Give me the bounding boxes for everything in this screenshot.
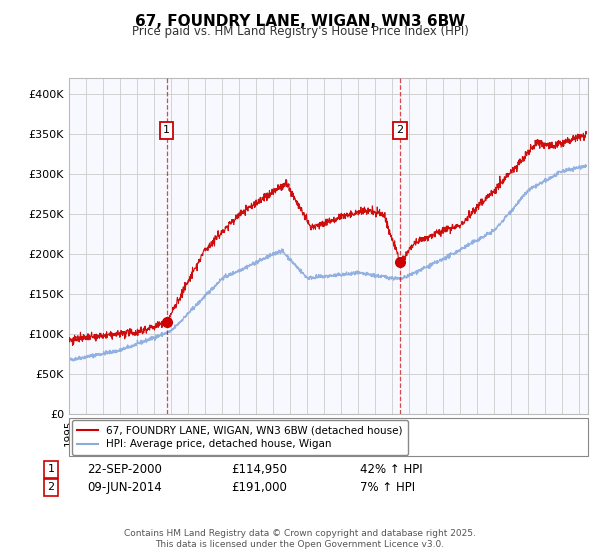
Text: £114,950: £114,950 — [231, 463, 287, 476]
Text: 42% ↑ HPI: 42% ↑ HPI — [360, 463, 422, 476]
Text: 09-JUN-2014: 09-JUN-2014 — [87, 480, 162, 494]
Text: Contains HM Land Registry data © Crown copyright and database right 2025.
This d: Contains HM Land Registry data © Crown c… — [124, 529, 476, 549]
Text: 7% ↑ HPI: 7% ↑ HPI — [360, 480, 415, 494]
Text: 1: 1 — [163, 125, 170, 136]
Text: Price paid vs. HM Land Registry's House Price Index (HPI): Price paid vs. HM Land Registry's House … — [131, 25, 469, 38]
FancyBboxPatch shape — [69, 418, 588, 456]
Text: 2: 2 — [396, 125, 403, 136]
Text: 22-SEP-2000: 22-SEP-2000 — [87, 463, 162, 476]
Legend: 67, FOUNDRY LANE, WIGAN, WN3 6BW (detached house), HPI: Average price, detached : 67, FOUNDRY LANE, WIGAN, WN3 6BW (detach… — [71, 420, 407, 455]
Text: £191,000: £191,000 — [231, 480, 287, 494]
Text: 2: 2 — [47, 482, 55, 492]
Text: 1: 1 — [47, 464, 55, 474]
Text: 67, FOUNDRY LANE, WIGAN, WN3 6BW: 67, FOUNDRY LANE, WIGAN, WN3 6BW — [135, 14, 465, 29]
